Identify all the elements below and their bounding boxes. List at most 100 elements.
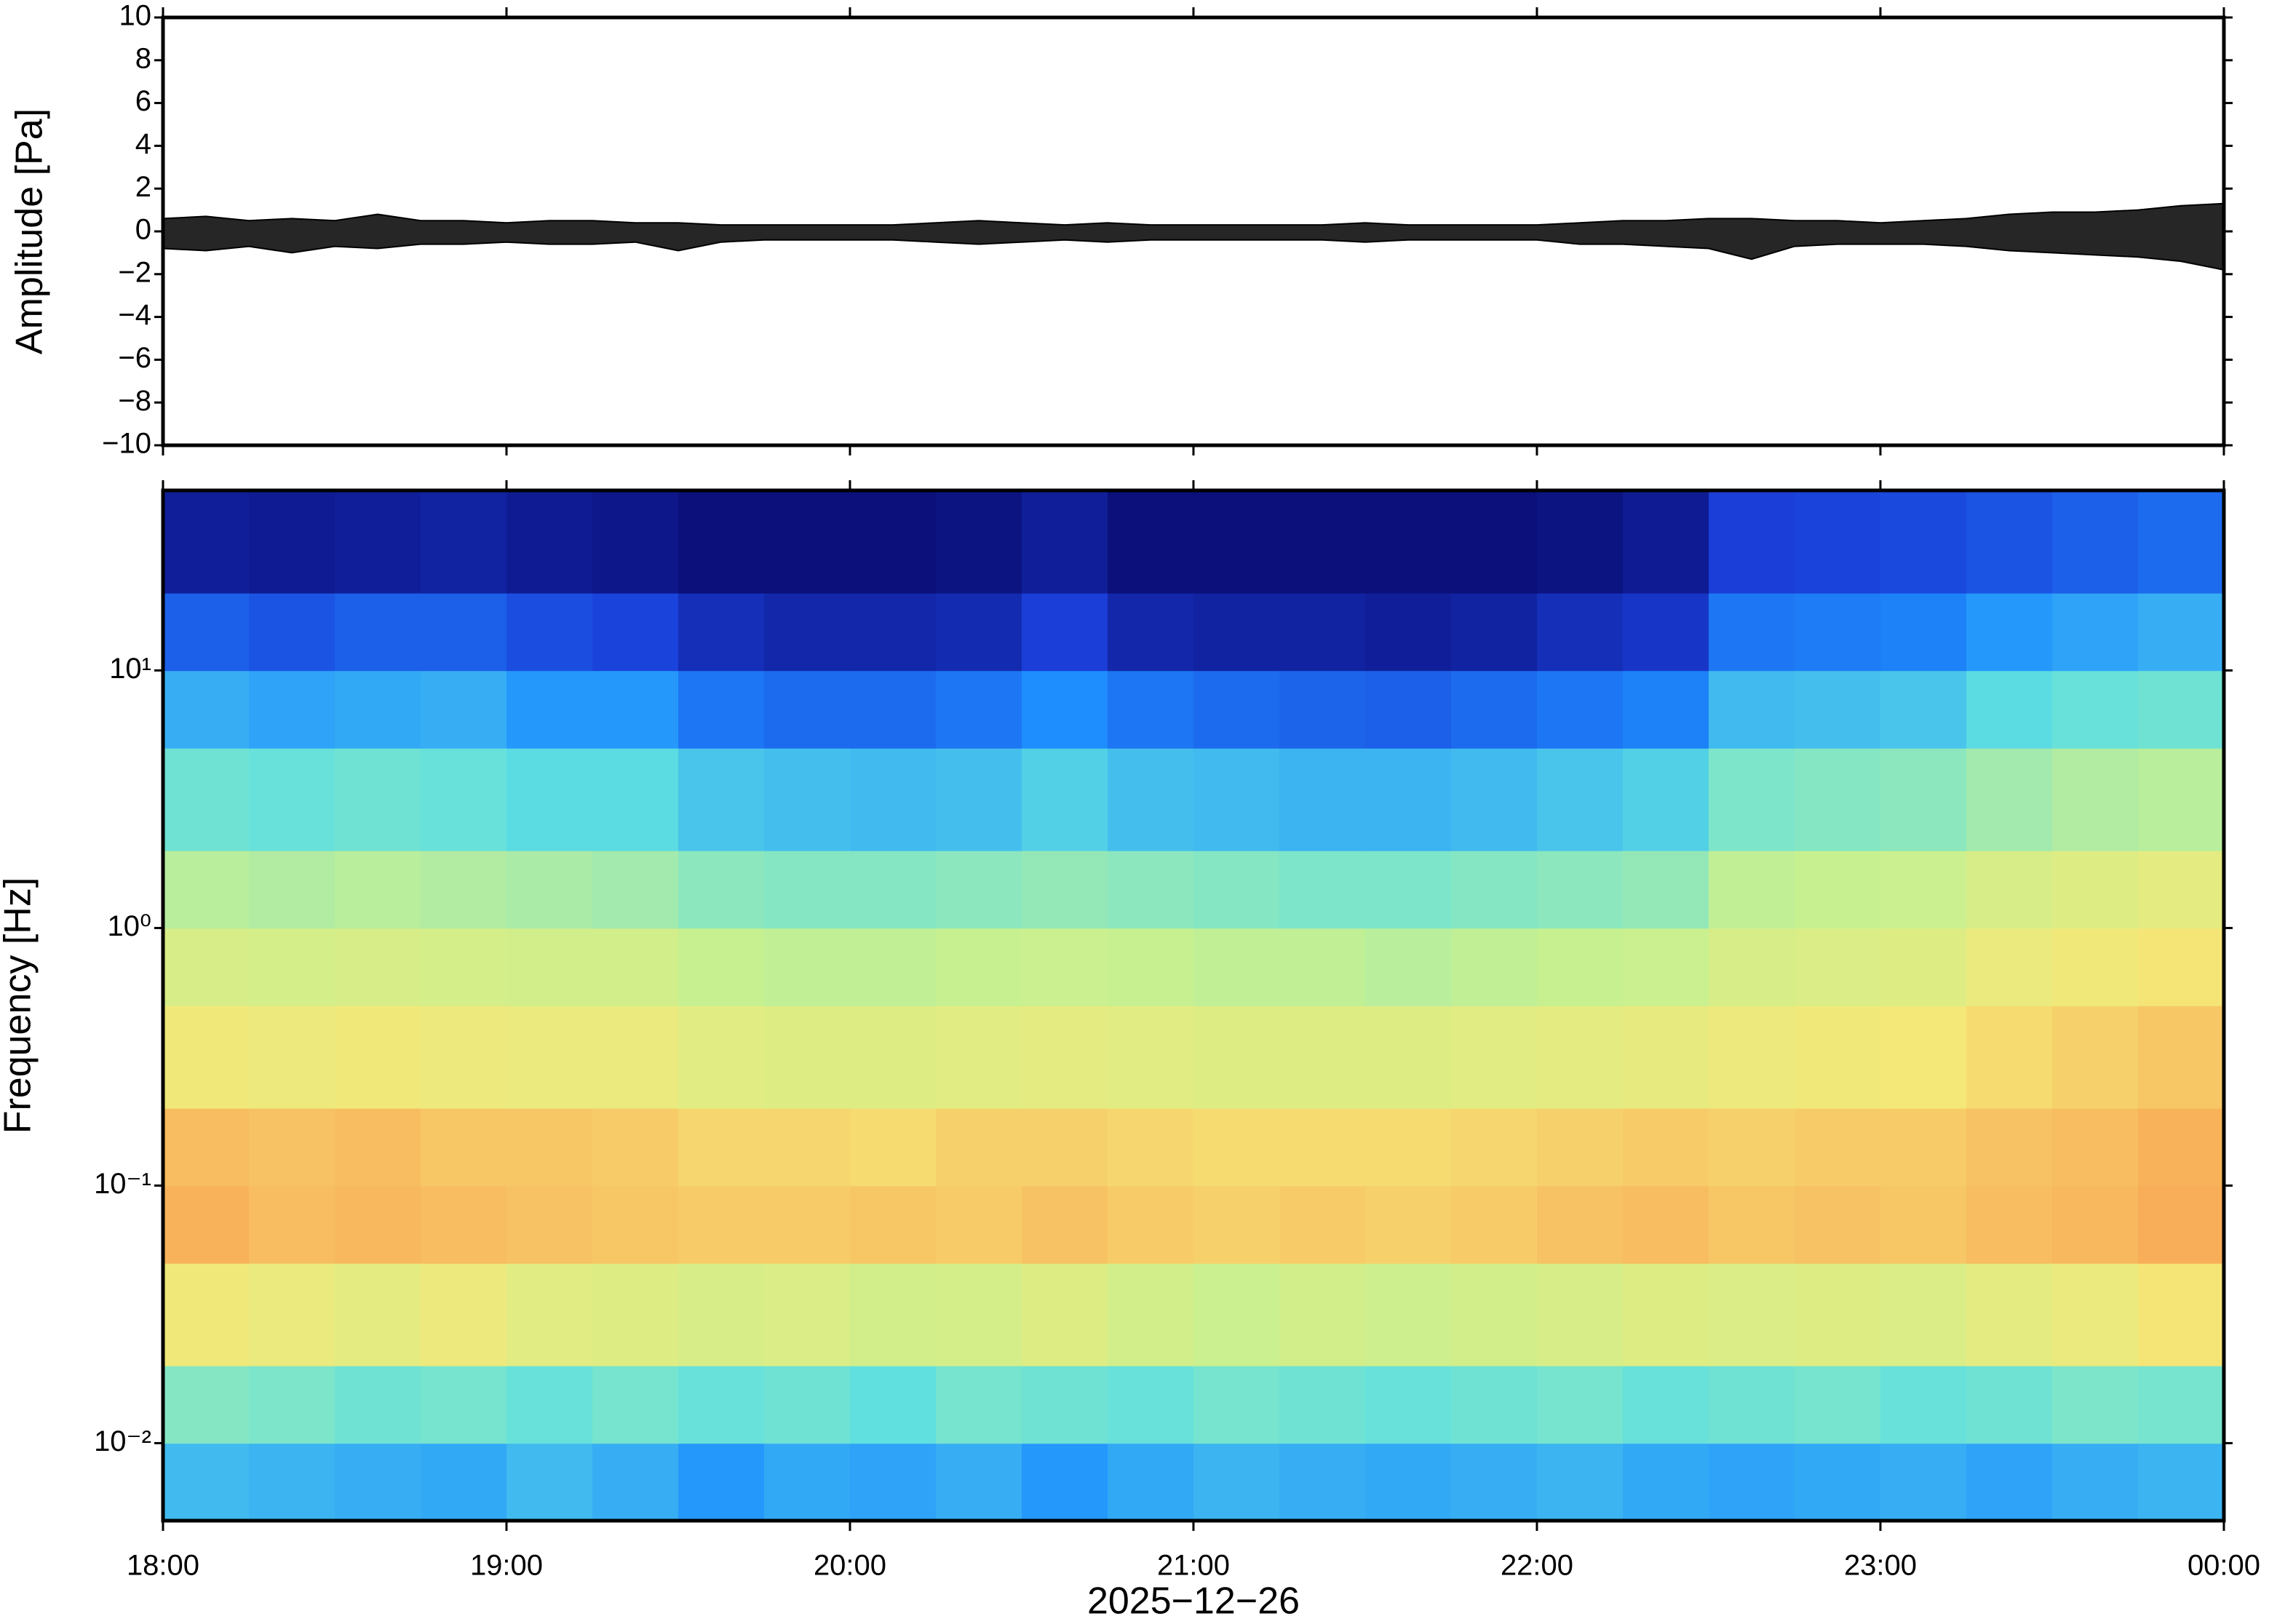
spectrogram-cell (1451, 748, 1538, 851)
spectrogram-cell (2052, 1107, 2139, 1187)
spectrogram-cell (1022, 1263, 1108, 1366)
spectrogram-cell (1880, 748, 1967, 851)
spectrogram-cell (1193, 928, 1280, 1006)
spectrogram-cell (1709, 592, 1795, 672)
spectrogram-cell (506, 748, 593, 851)
spectrogram-cell (335, 850, 421, 929)
spectrogram-cell (1365, 670, 1452, 749)
spectrogram-cell (2052, 670, 2139, 749)
spectrogram-cell (1623, 1107, 1709, 1187)
spectrogram-cell (249, 850, 335, 929)
spectrogram-cell (1623, 490, 1709, 594)
spectrogram-cell (1279, 1263, 1366, 1366)
y-tick-label: 10 (119, 0, 152, 32)
spectrogram-cell (678, 1443, 765, 1521)
spectrogram-cell (1966, 850, 2053, 929)
spectrogram-cell (678, 1185, 765, 1264)
spectrogram-cell (1193, 1365, 1280, 1444)
y-tick-label: −2 (118, 256, 151, 288)
spectrogram-cell (1623, 1365, 1709, 1444)
spectrogram-cell (1022, 670, 1108, 749)
spectrogram-cell (850, 1263, 937, 1366)
spectrogram-cell (764, 1443, 851, 1521)
spectrogram (163, 490, 2225, 1521)
spectrogram-cell (1365, 1006, 1452, 1109)
spectrogram-cell (163, 670, 250, 749)
y-tick-label: −6 (118, 342, 151, 374)
spectrogram-cell (421, 670, 507, 749)
spectrogram-cell (1451, 490, 1538, 594)
spectrogram-cell (1108, 1365, 1194, 1444)
spectrogram-cell (506, 1263, 593, 1366)
spectrogram-cell (421, 850, 507, 929)
spectrogram-cell (163, 1185, 250, 1264)
spectrogram-cell (2052, 1006, 2139, 1109)
spectrogram-cell (1108, 1185, 1194, 1264)
x-tick-label: 23:00 (1844, 1550, 1917, 1582)
x-tick-label: 21:00 (1157, 1550, 1230, 1582)
spectrogram-cell (1279, 1107, 1366, 1187)
spectrogram-cell (592, 1006, 679, 1109)
spectrogram-cell (1022, 748, 1108, 851)
spectrogram-cell (163, 850, 250, 929)
spectrogram-cell (421, 1443, 507, 1521)
spectrogram-cell (1623, 670, 1709, 749)
spectrogram-cell (335, 928, 421, 1006)
spectrogram-cell (1537, 1107, 1624, 1187)
spectrogram-cell (850, 490, 937, 594)
spectrogram-cell (1880, 1107, 1967, 1187)
x-tick-label: 18:00 (127, 1550, 199, 1582)
spectrogram-cell (1537, 490, 1624, 594)
spectrogram-cell (1966, 490, 2053, 594)
spectrogram-cell (1709, 1263, 1795, 1366)
spectrogram-cell (592, 592, 679, 672)
spectrogram-cell (764, 1365, 851, 1444)
spectrogram-cell (1365, 850, 1452, 929)
spectrogram-cell (678, 1263, 765, 1366)
spectrogram-cell (678, 592, 765, 672)
spectrogram-cell (1537, 850, 1624, 929)
spectrogram-cell (1623, 748, 1709, 851)
y-tick-label: −8 (118, 385, 151, 417)
spectrogram-cell (2052, 1263, 2139, 1366)
spectrogram-cell (1880, 1263, 1967, 1366)
spectrogram-cell (1279, 748, 1366, 851)
spectrogram-cell (506, 850, 593, 929)
spectrogram-cell (1623, 850, 1709, 929)
spectrogram-cell (1795, 850, 1881, 929)
spectrogram-cell (2138, 670, 2225, 749)
spectrogram-cell (1623, 1185, 1709, 1264)
spectrogram-cell (335, 1263, 421, 1366)
spectrogram-cell (1623, 928, 1709, 1006)
spectrogram-cell (1451, 1107, 1538, 1187)
spectrogram-cell (1279, 1365, 1366, 1444)
spectrogram-cell (678, 670, 765, 749)
spectrogram-cell (163, 1006, 250, 1109)
spectrogram-cell (249, 670, 335, 749)
spectrogram-cell (1451, 1263, 1538, 1366)
x-tick-label: 00:00 (2187, 1550, 2260, 1582)
spectrogram-cell (1193, 592, 1280, 672)
spectrogram-cell (506, 592, 593, 672)
spectrogram-cell (1108, 928, 1194, 1006)
spectrogram-cell (1193, 1263, 1280, 1366)
spectrogram-cell (592, 1443, 679, 1521)
spectrogram-cell (592, 748, 679, 851)
spectrogram-cell (936, 592, 1022, 672)
spectrogram-cell (850, 1185, 937, 1264)
spectrogram-cell (2138, 850, 2225, 929)
spectrogram-cell (1966, 592, 2053, 672)
y-tick-label: 10⁻² (94, 1425, 151, 1457)
spectrogram-cell (163, 592, 250, 672)
spectrogram-cell (335, 670, 421, 749)
spectrogram-cell (335, 490, 421, 594)
spectrogram-cell (1108, 850, 1194, 929)
spectrogram-cell (421, 490, 507, 594)
spectrogram-cell (1880, 928, 1967, 1006)
spectrogram-cell (1795, 1365, 1881, 1444)
spectrogram-cell (249, 490, 335, 594)
spectrogram-cell (850, 928, 937, 1006)
spectrogram-cell (1365, 490, 1452, 594)
spectrogram-cell (1108, 748, 1194, 851)
spectrogram-cell (249, 1006, 335, 1109)
